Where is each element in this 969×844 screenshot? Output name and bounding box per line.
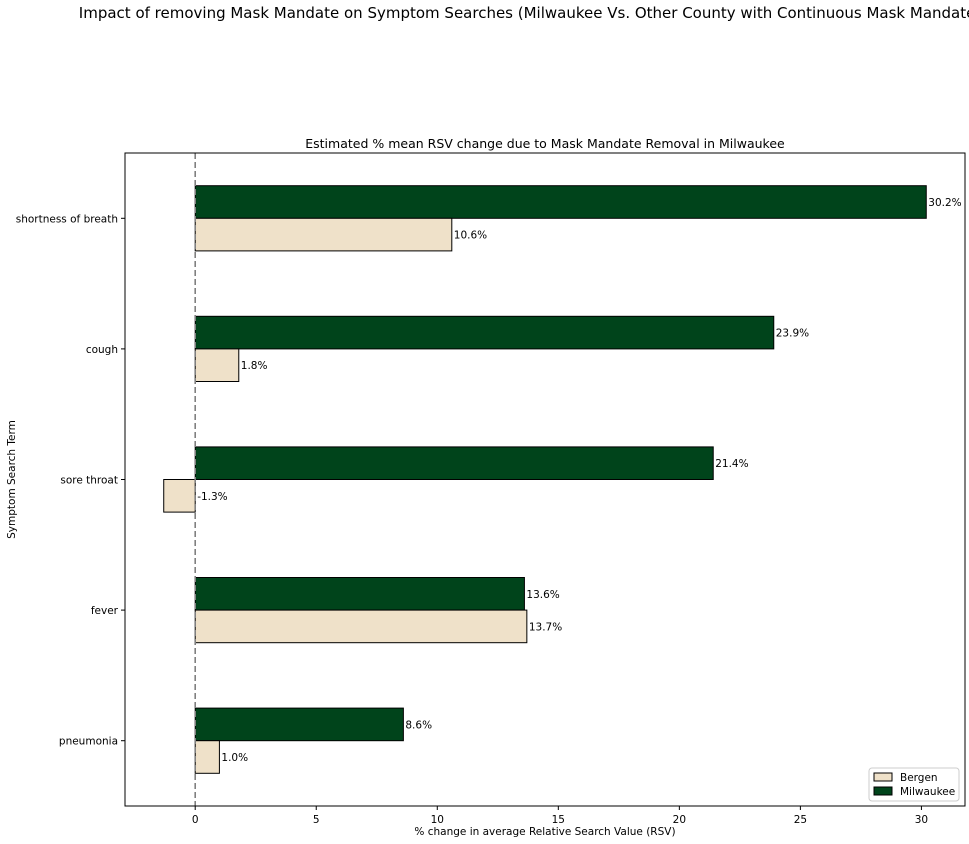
- y-tick-label: fever: [91, 605, 119, 617]
- chart-title: Estimated % mean RSV change due to Mask …: [305, 136, 785, 151]
- legend-swatch-bergen: [873, 772, 893, 782]
- x-tick-label: 10: [431, 814, 444, 826]
- bar-bergen: [163, 479, 196, 513]
- x-tick-label: 20: [673, 814, 686, 826]
- legend-swatch-milwaukee: [873, 786, 893, 796]
- bar-milwaukee: [194, 707, 404, 742]
- figure-title: Impact of removing Mask Mandate on Sympt…: [79, 4, 969, 22]
- data-label-bergen: -1.3%: [197, 491, 227, 503]
- bar-milwaukee: [194, 577, 525, 611]
- data-label-milwaukee: 23.9%: [776, 328, 809, 340]
- legend-label-milwaukee: Milwaukee: [900, 786, 955, 798]
- bar-bergen: [194, 217, 453, 252]
- y-tick-label: shortness of breath: [16, 213, 118, 225]
- bar-bergen: [194, 740, 220, 774]
- x-tick-label: 15: [552, 814, 565, 826]
- bar-bergen: [194, 348, 240, 382]
- x-axis-ticks: 0 5 10 15 20 25 30: [192, 806, 928, 826]
- y-axis-label: Symptom Search Term: [6, 420, 18, 539]
- data-label-milwaukee: 8.6%: [405, 719, 432, 731]
- bar-bergen: [194, 609, 528, 644]
- x-tick-label: 25: [794, 814, 807, 826]
- data-label-milwaukee: 13.6%: [526, 589, 559, 601]
- bar-milwaukee: [194, 185, 927, 219]
- bar-milwaukee: [194, 315, 775, 350]
- x-tick-label: 30: [915, 814, 928, 826]
- data-label-bergen: 13.7%: [529, 621, 562, 633]
- bar-milwaukee: [194, 446, 714, 480]
- data-label-bergen: 1.0%: [221, 752, 248, 764]
- x-axis-label: % change in average Relative Search Valu…: [414, 826, 675, 838]
- x-tick-label: 0: [192, 814, 199, 826]
- x-tick-label: 5: [313, 814, 320, 826]
- y-tick-label: sore throat: [60, 475, 118, 487]
- data-label-milwaukee: 21.4%: [715, 458, 748, 470]
- legend-label-bergen: Bergen: [900, 772, 938, 784]
- y-tick-label: cough: [86, 344, 118, 356]
- y-tick-label: pneumonia: [59, 736, 118, 748]
- legend: Bergen Milwaukee: [868, 767, 960, 802]
- data-label-bergen: 10.6%: [454, 230, 487, 242]
- y-axis-ticks: shortness of breath cough sore throat fever…: [16, 213, 125, 748]
- bars-group: 30.2% 10.6% 23.9% 1.8% 21.4% -1.3% 13.6% 13.7% 8…: [163, 185, 962, 774]
- data-label-bergen: 1.8%: [241, 360, 268, 372]
- data-label-milwaukee: 30.2%: [928, 197, 961, 209]
